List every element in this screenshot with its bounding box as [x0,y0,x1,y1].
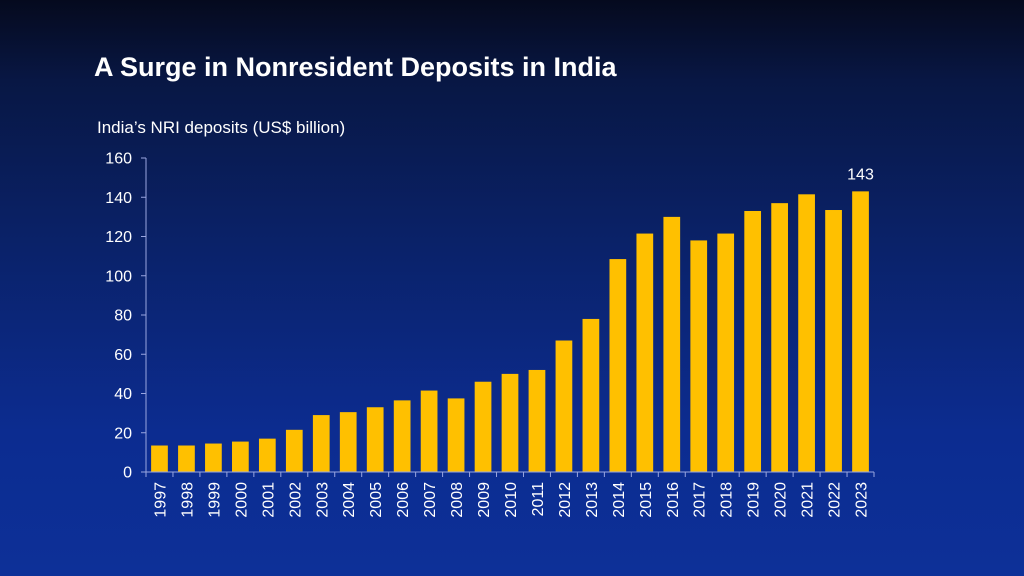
bar-2017 [690,240,708,472]
y-tick-label: 40 [114,386,132,403]
x-tick-label: 1997 [152,482,169,518]
x-tick-label: 2000 [233,482,250,518]
x-tick-label: 2007 [422,482,439,518]
x-tick-label: 2008 [449,482,466,518]
bar-2012 [555,340,573,472]
x-tick-label: 2017 [692,482,709,518]
bar-2023 [852,191,869,473]
bar-2001 [258,438,276,472]
x-tick-label: 2004 [341,482,358,518]
x-tick-label: 2013 [584,482,601,518]
x-tick-label: 2022 [827,482,844,518]
x-tick-label: 2010 [503,482,520,518]
x-tick-label: 2023 [854,482,871,518]
chart-title: India’s NRI deposits (US$ billion) [97,118,346,137]
bar-1997 [151,445,168,472]
x-tick-label: 2005 [368,482,385,518]
bar-2008 [447,398,465,472]
bar-2021 [798,194,815,472]
x-tick-label: 2021 [800,482,817,518]
y-tick-label: 140 [105,190,132,207]
y-tick-label: 80 [114,308,132,325]
y-tick-label: 160 [105,151,132,168]
bars-group [151,191,869,473]
bar-1998 [178,445,195,472]
bar-2011 [528,369,546,472]
x-tick-label: 2012 [557,482,574,518]
x-tick-label: 1998 [179,482,196,518]
bar-2006 [393,400,411,472]
labels-group: 0 20 40 60 80 100 120 140 160 1997 1998 1999 2000 200… [105,151,874,518]
x-tick-label: 2001 [260,482,277,518]
bar-1999 [205,443,222,472]
bar-2018 [717,233,735,472]
x-tick-label: 2006 [395,482,412,518]
x-tick-label: 1999 [206,482,223,518]
data-label-2023: 143 [847,166,874,183]
axes-group [141,157,875,477]
x-tick-label: 2002 [287,482,304,518]
bar-2007 [420,390,438,472]
y-tick-label: 100 [105,268,132,285]
x-tick-label: 2015 [638,482,655,518]
bar-2010 [501,373,519,473]
x-tick-label: 2020 [773,482,790,518]
bar-2019 [744,210,762,473]
bar-2004 [339,412,357,472]
x-tick-label: 2018 [719,482,736,518]
y-tick-label: 120 [105,229,132,246]
bar-2000 [232,441,249,472]
bar-2020 [771,203,788,472]
bar-2003 [312,415,330,472]
bar-2016 [663,216,681,473]
y-tick-label: 60 [114,347,132,364]
bar-2009 [474,381,492,472]
y-tick-label: 20 [114,425,132,442]
y-tick-label: 0 [123,465,132,482]
bar-2014 [609,259,627,472]
x-tick-label: 2011 [530,482,547,517]
bar-2005 [366,407,384,472]
slide-title: A Surge in Nonresident Deposits in India [94,52,617,82]
bar-2015 [636,233,654,472]
x-tick-label: 2019 [746,482,763,518]
bar-2013 [582,318,600,472]
x-tick-label: 2009 [476,482,493,518]
bar-2022 [825,210,842,472]
bar-2002 [285,429,303,472]
x-tick-label: 2016 [665,482,682,518]
x-tick-label: 2014 [611,482,628,518]
x-tick-label: 2003 [314,482,331,518]
